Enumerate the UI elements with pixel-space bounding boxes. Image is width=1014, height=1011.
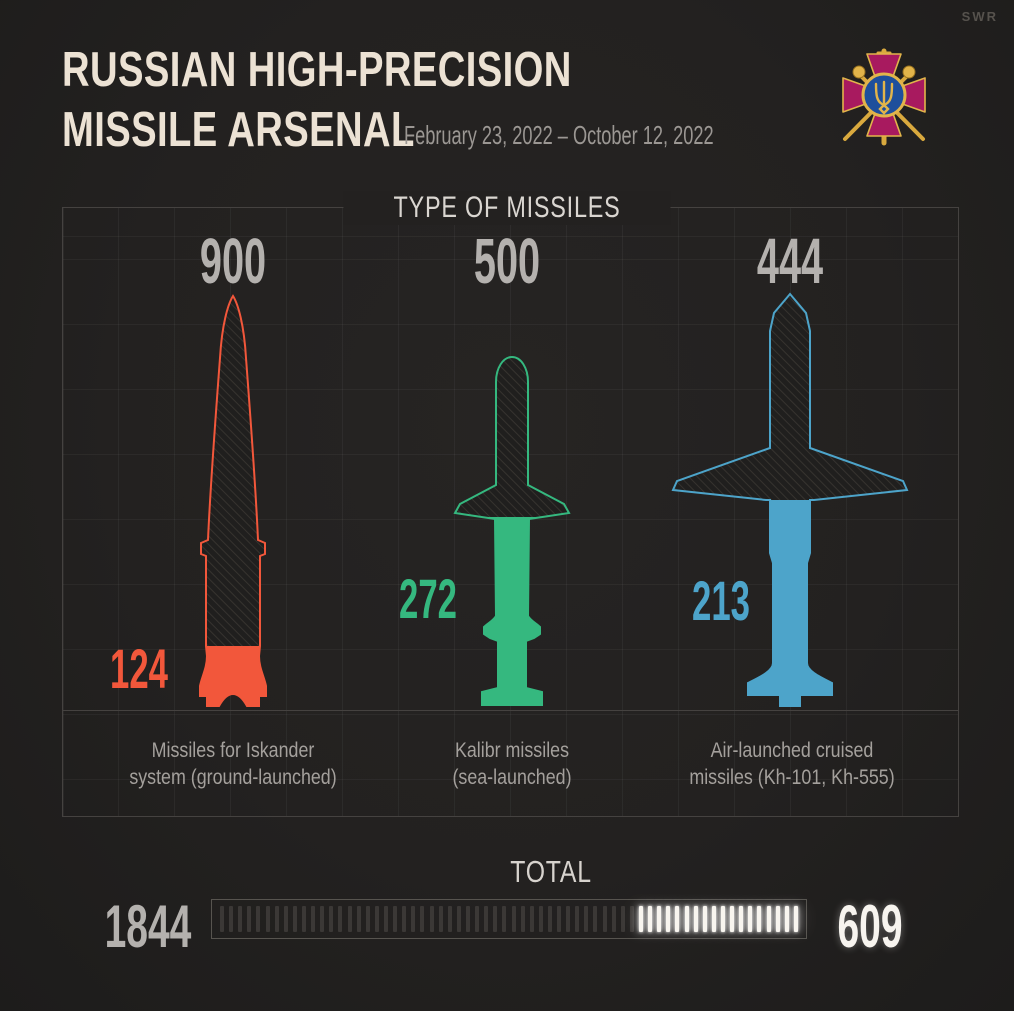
swr-watermark: SWR xyxy=(961,9,998,24)
tick xyxy=(757,906,762,932)
tick xyxy=(693,906,698,932)
tick xyxy=(475,906,480,932)
tick xyxy=(529,906,534,932)
value-initial-air-launched: 444 xyxy=(756,225,824,297)
missile-iskander-icon xyxy=(183,294,283,716)
tick xyxy=(566,906,571,932)
tick xyxy=(702,906,707,932)
tick xyxy=(511,906,516,932)
tick xyxy=(739,906,744,932)
tick xyxy=(657,906,662,932)
tick xyxy=(502,906,507,932)
tick xyxy=(347,906,352,932)
tick xyxy=(301,906,306,932)
total-label: TOTAL xyxy=(451,854,651,890)
tick xyxy=(666,906,671,932)
category-label-air-launched-line1: Air-launched cruised xyxy=(710,739,874,762)
tick xyxy=(438,906,443,932)
missile-kalibr-icon xyxy=(450,354,574,715)
tick xyxy=(220,906,224,932)
tick xyxy=(575,906,580,932)
chart-title: TYPE OF MISSILES xyxy=(343,191,671,225)
tick xyxy=(784,906,789,932)
tick xyxy=(711,906,716,932)
tick xyxy=(629,906,634,932)
tick xyxy=(338,906,343,932)
tick xyxy=(620,906,625,932)
tick xyxy=(402,906,407,932)
tick xyxy=(748,906,753,932)
tick xyxy=(283,906,288,932)
category-label-kalibr: Kalibr missiles (sea-launched) xyxy=(362,737,662,791)
tick xyxy=(229,906,234,932)
category-label-air-launched-line2: missiles (Kh-101, Kh-555) xyxy=(689,766,895,789)
total-label-text: TOTAL xyxy=(510,854,592,889)
value-remaining-air-launched: 213 xyxy=(692,569,750,632)
category-label-air-launched: Air-launched cruised missiles (Kh-101, K… xyxy=(642,737,942,791)
tick xyxy=(247,906,252,932)
tick xyxy=(256,906,261,932)
page-title-line1: RUSSIAN HIGH-PRECISION xyxy=(62,43,572,97)
tick xyxy=(329,906,334,932)
tick xyxy=(265,906,270,932)
total-initial-value: 1844 xyxy=(104,893,192,960)
tick xyxy=(538,906,543,932)
chart-baseline xyxy=(63,710,958,711)
tick xyxy=(547,906,552,932)
tick xyxy=(456,906,461,932)
tick xyxy=(793,906,798,932)
total-ticks xyxy=(211,899,807,939)
tick xyxy=(447,906,452,932)
tick xyxy=(611,906,616,932)
tick xyxy=(374,906,379,932)
tick xyxy=(292,906,297,932)
page-title-line2: MISSILE ARSENAL xyxy=(62,103,415,157)
tick xyxy=(320,906,325,932)
value-remaining-kalibr: 272 xyxy=(399,567,457,630)
tick xyxy=(493,906,498,932)
tick xyxy=(730,906,735,932)
tick xyxy=(365,906,370,932)
total-remaining-value: 609 xyxy=(837,893,903,960)
tick xyxy=(721,906,726,932)
tick xyxy=(429,906,434,932)
tick xyxy=(484,906,489,932)
value-remaining-iskander: 124 xyxy=(110,637,168,700)
category-label-kalibr-line2: (sea-launched) xyxy=(452,766,572,789)
tick xyxy=(411,906,416,932)
tick xyxy=(420,906,425,932)
tick xyxy=(356,906,361,932)
category-label-iskander-line1: Missiles for Iskander xyxy=(151,739,315,762)
tick xyxy=(593,906,598,932)
value-initial-kalibr: 500 xyxy=(473,225,541,297)
tick xyxy=(639,906,644,932)
ukraine-mod-emblem-icon xyxy=(831,42,937,148)
category-label-kalibr-line1: Kalibr missiles xyxy=(454,739,570,762)
tick xyxy=(520,906,525,932)
tick xyxy=(766,906,771,932)
date-range: February 23, 2022 – October 12, 2022 xyxy=(404,120,714,150)
tick xyxy=(238,906,243,932)
tick xyxy=(274,906,279,932)
tick xyxy=(584,906,589,932)
tick xyxy=(393,906,398,932)
tick xyxy=(465,906,470,932)
tick xyxy=(311,906,316,932)
chart-title-text: TYPE OF MISSILES xyxy=(393,191,621,224)
tick xyxy=(775,906,780,932)
tick xyxy=(557,906,562,932)
category-label-iskander: Missiles for Iskander system (ground-lau… xyxy=(83,737,383,791)
missile-air-launched-icon xyxy=(660,291,920,716)
tick xyxy=(602,906,607,932)
tick xyxy=(675,906,680,932)
value-initial-iskander: 900 xyxy=(199,225,267,297)
category-label-iskander-line2: system (ground-launched) xyxy=(129,766,337,789)
tick xyxy=(648,906,653,932)
tick xyxy=(383,906,388,932)
tick xyxy=(684,906,689,932)
